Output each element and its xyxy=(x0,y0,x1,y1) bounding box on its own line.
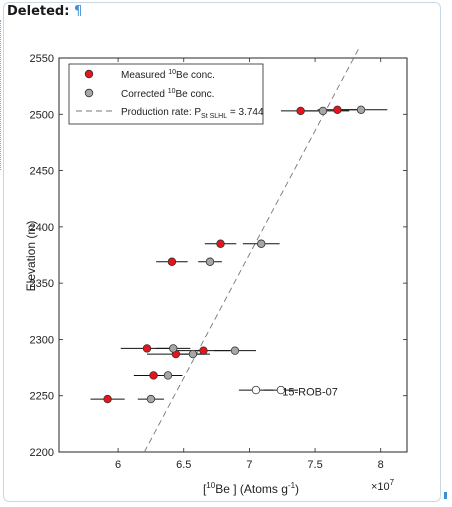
corrected-point xyxy=(205,257,215,266)
x-tick-label: 7 xyxy=(246,459,252,471)
comment-frame xyxy=(3,2,441,502)
deleted-text: Deleted: xyxy=(7,4,70,19)
measured-point xyxy=(296,106,305,116)
corrected-point xyxy=(188,349,198,359)
y-tick-label: 2450 xyxy=(30,166,54,178)
legend-measured: Measured 10Be conc. xyxy=(121,69,215,81)
y-tick-label: 2550 xyxy=(30,53,54,65)
legend-production: Production rate: PSt SLHL = 3.744 xyxy=(121,107,264,120)
x-tick-label: 7.5 xyxy=(307,459,322,471)
y-tick-label: 2200 xyxy=(30,447,54,459)
y-axis-label: Elevation (m) xyxy=(24,221,38,292)
measured-point xyxy=(167,257,177,266)
change-marker xyxy=(444,492,447,499)
measured-point xyxy=(333,105,342,114)
corrected-point xyxy=(230,346,240,355)
y-tick-label: 2400 xyxy=(30,222,54,234)
x-tick-label: 8 xyxy=(378,459,384,471)
measured-point xyxy=(142,344,152,353)
legend-marker-corrected xyxy=(84,88,94,98)
corrected-point xyxy=(146,394,156,404)
measured-point xyxy=(149,371,158,380)
annotation-15-rob-07: 15-ROB-07 xyxy=(282,387,338,399)
x-axis-label: [10Be ] (Atoms g-1) xyxy=(203,481,299,496)
x-tick-label: 6 xyxy=(115,459,121,471)
rob07-point xyxy=(276,385,286,395)
measured-point xyxy=(103,394,112,404)
legend-box xyxy=(68,63,264,125)
y-tick-label: 2300 xyxy=(30,334,54,346)
y-tick-label: 2350 xyxy=(30,278,54,290)
y-tick-label: 2500 xyxy=(30,109,54,121)
legend-corrected: Corrected 10Be conc. xyxy=(121,88,214,100)
measured-point xyxy=(216,239,225,248)
corrected-point xyxy=(169,344,178,353)
x-multiplier: ×107 xyxy=(371,478,395,493)
comment-connector xyxy=(0,20,5,170)
y-tick-label: 2250 xyxy=(30,391,54,403)
measured-point xyxy=(199,346,208,355)
pilcrow-icon: ¶ xyxy=(73,4,83,19)
legend-marker-measured xyxy=(84,69,94,79)
corrected-point xyxy=(257,239,266,248)
corrected-point xyxy=(318,106,328,116)
legend: Measured 10Be conc. Corrected 10Be conc.… xyxy=(68,63,264,125)
x-tick-label: 6.5 xyxy=(176,459,191,471)
deleted-label: Deleted: ¶ xyxy=(7,4,82,19)
corrected-point xyxy=(356,105,366,114)
rob07-point xyxy=(251,385,261,395)
corrected-point xyxy=(163,371,173,380)
